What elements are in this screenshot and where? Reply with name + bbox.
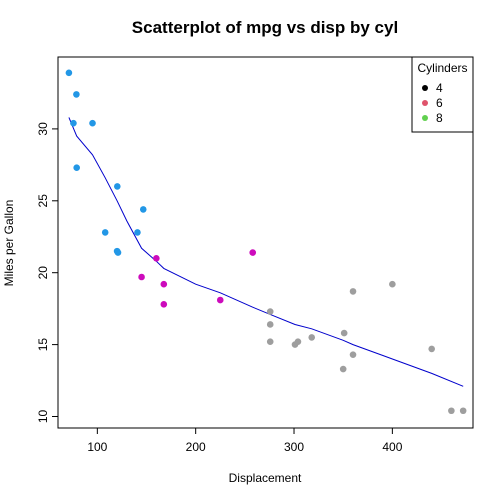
plot-area: 100 200 300 400 10 15 20 25 30 (36, 56, 474, 454)
data-point-cyl-8 (428, 345, 435, 353)
data-point-cyl-8 (349, 351, 357, 358)
data-point-cyl-4 (114, 249, 122, 256)
y-tick-label: 20 (36, 266, 50, 280)
y-tick-label: 25 (36, 194, 50, 208)
data-point-cyl-8 (308, 334, 316, 341)
legend-title: Cylinders (417, 61, 467, 75)
legend-label-8: 8 (436, 111, 443, 125)
data-point-cyl-4 (101, 229, 109, 236)
data-point-cyl-8 (340, 329, 348, 337)
x-axis-title: Displacement (229, 471, 302, 485)
x-tick-label: 400 (382, 440, 402, 454)
data-point-cyl-6 (160, 280, 168, 288)
legend: Cylinders 468 (411, 56, 474, 133)
data-point-cyl-8 (339, 365, 347, 373)
legend-box (411, 56, 474, 133)
data-point-cyl-4 (73, 91, 80, 98)
y-tick-label: 15 (36, 338, 50, 352)
data-point-cyl-4 (70, 119, 77, 127)
data-point-cyl-4 (65, 69, 73, 77)
legend-marker-8 (422, 115, 428, 121)
chart-title: Scatterplot of mpg vs disp by cyl (132, 18, 398, 37)
data-point-cyl-8 (349, 288, 357, 295)
data-point-cyl-4 (73, 164, 80, 172)
legend-label-4: 4 (436, 81, 443, 95)
data-point-cyl-6 (249, 249, 257, 256)
legend-marker-6 (422, 100, 428, 106)
data-point-cyl-8 (459, 407, 467, 415)
data-point-cyl-4 (139, 206, 147, 213)
data-point-cyl-6 (160, 301, 168, 308)
y-tick-label: 10 (36, 410, 50, 424)
data-point-cyl-8 (291, 341, 299, 348)
plot-frame (57, 56, 474, 429)
x-tick-label: 300 (284, 440, 304, 454)
y-tick-label: 30 (36, 122, 50, 136)
data-point-cyl-8 (389, 280, 396, 288)
data-point-cyl-8 (448, 407, 455, 415)
data-point-cyl-4 (134, 229, 141, 236)
data-point-cyl-6 (138, 273, 145, 281)
y-axis-title: Miles per Gallon (2, 200, 16, 287)
legend-marker-4 (422, 85, 428, 91)
data-point-cyl-8 (266, 321, 274, 328)
x-tick-label: 200 (186, 440, 206, 454)
data-point-cyl-6 (216, 296, 224, 304)
legend-label-6: 6 (436, 96, 443, 110)
data-point-cyl-8 (266, 308, 274, 315)
data-point-cyl-4 (89, 119, 96, 127)
smooth-trend-line (68, 117, 464, 387)
x-tick-label: 100 (87, 440, 107, 454)
data-point-cyl-8 (266, 338, 274, 346)
data-point-cyl-6 (153, 255, 160, 262)
data-point-cyl-4 (113, 183, 121, 190)
